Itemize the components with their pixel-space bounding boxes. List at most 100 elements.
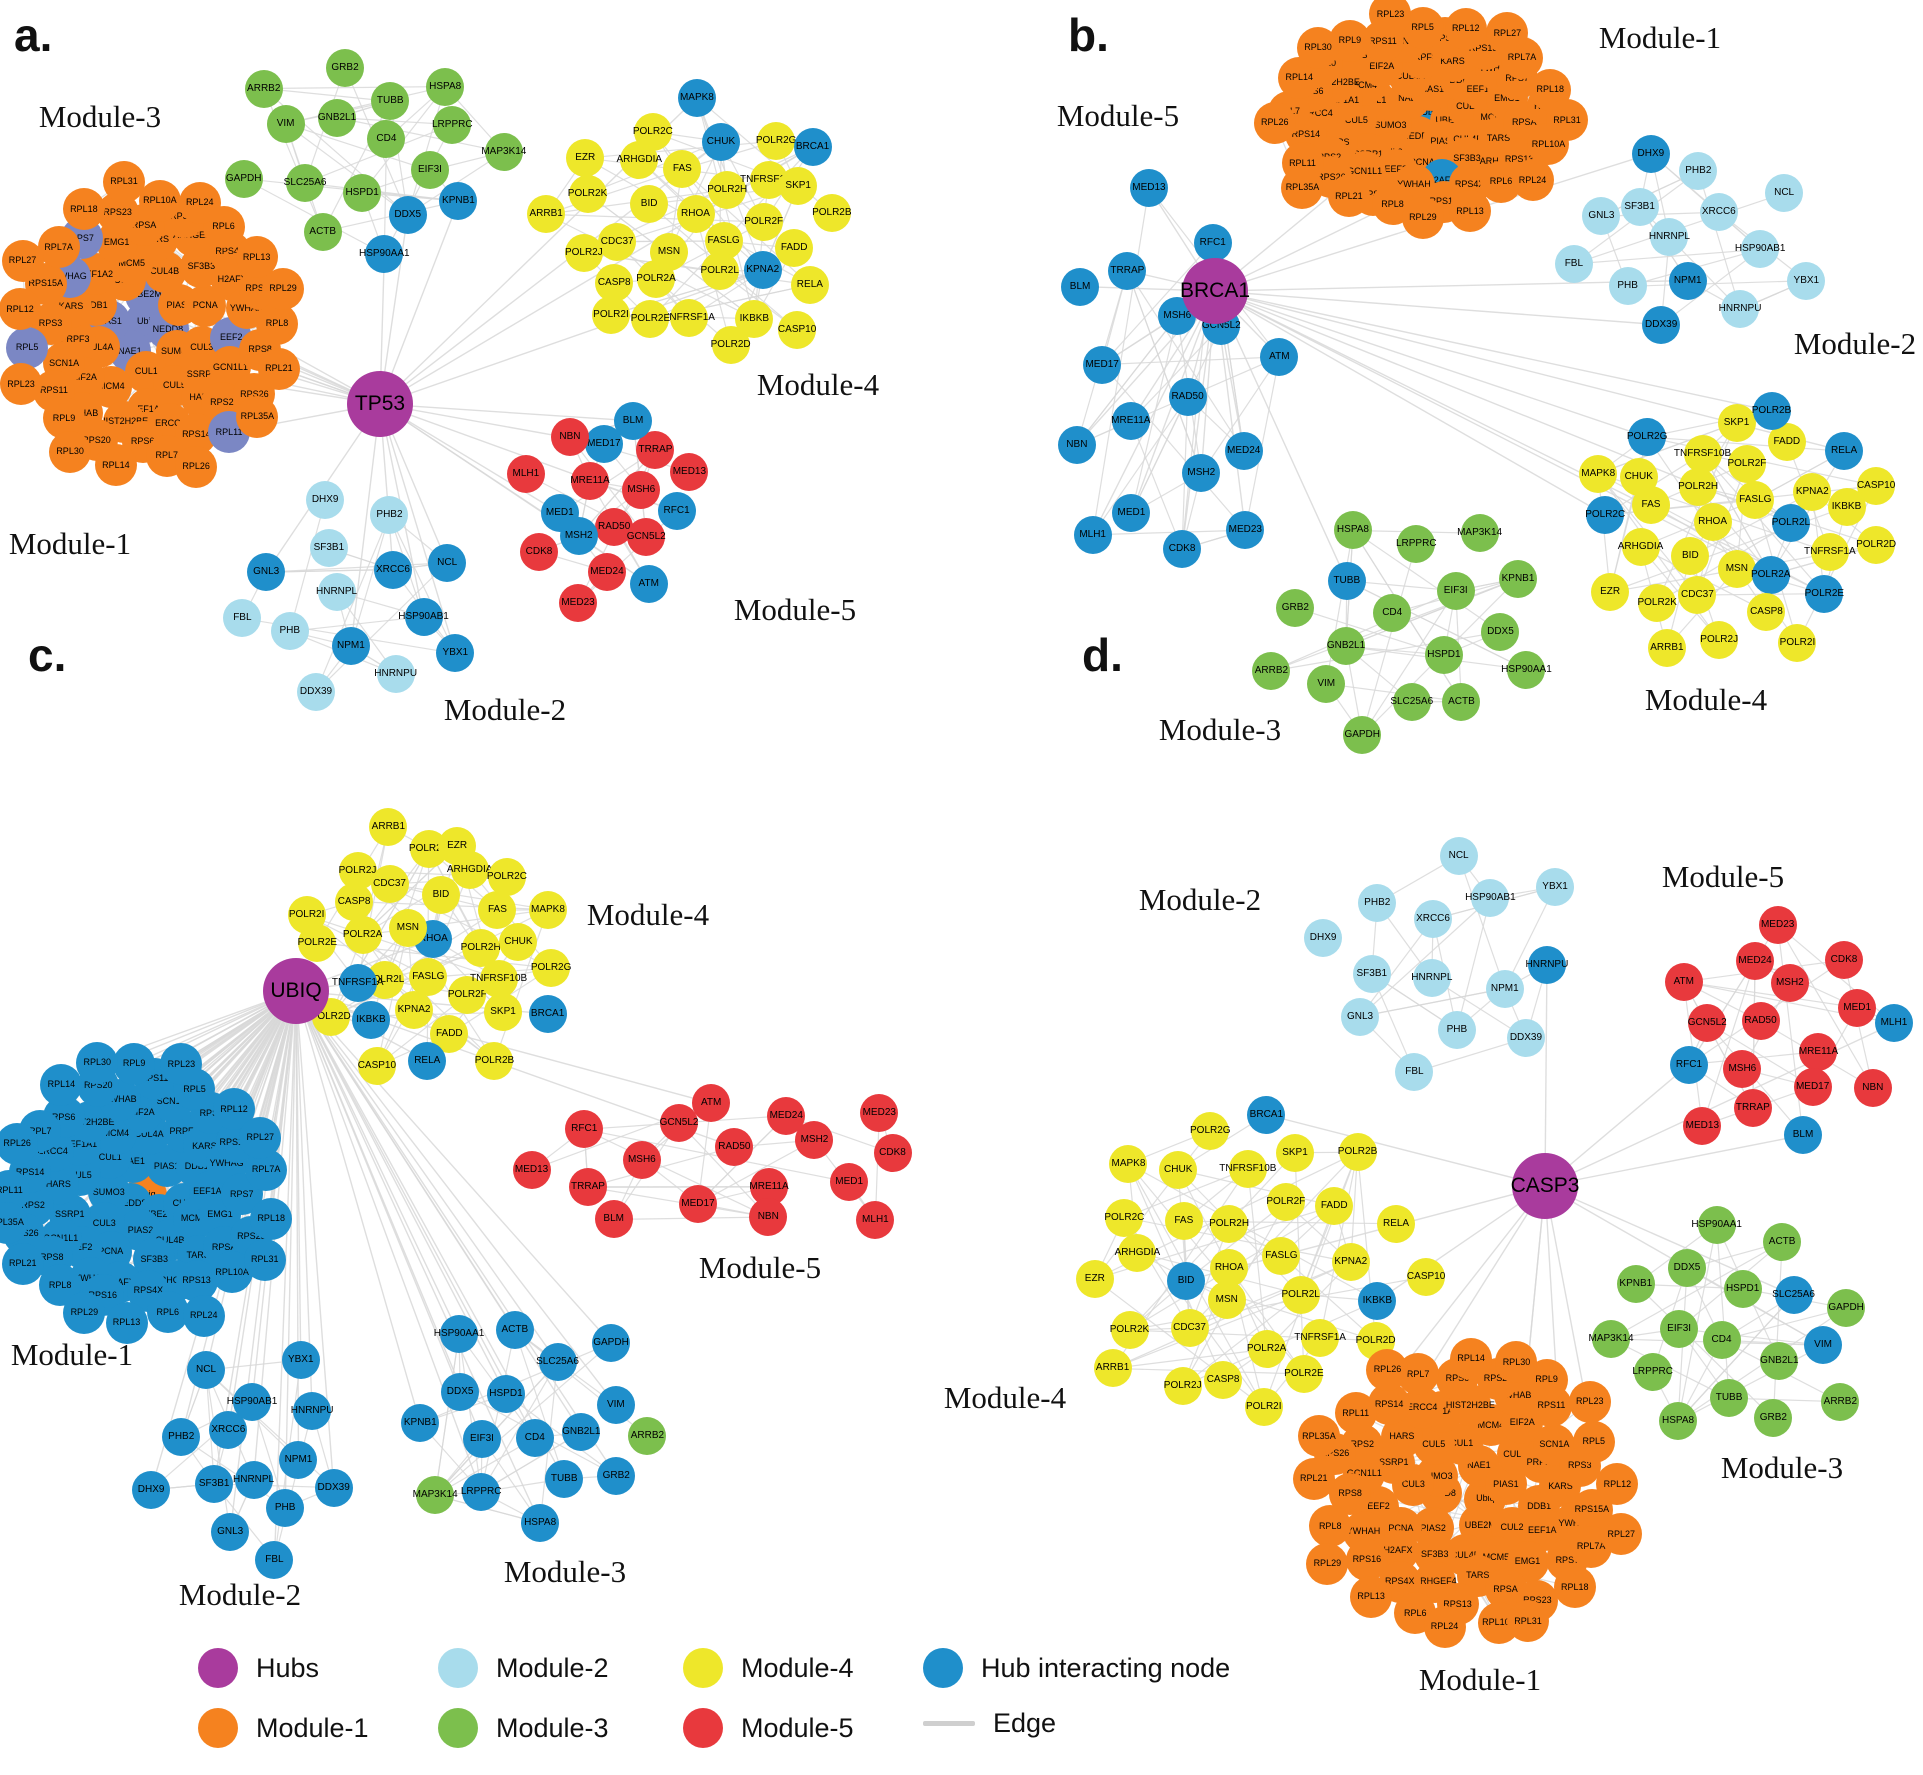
node-polr2c[interactable]: POLR2C — [487, 858, 527, 897]
node-polr2i[interactable]: POLR2I — [287, 896, 326, 935]
node-chuk[interactable]: CHUK — [499, 922, 538, 961]
node-rhoa[interactable]: RHOA — [1693, 503, 1732, 542]
node-arrb2[interactable]: ARRB2 — [244, 69, 283, 108]
node-nbn[interactable]: NBN — [749, 1198, 788, 1237]
node-lrpprc[interactable]: LRPPRC — [1396, 524, 1437, 563]
node-casp8[interactable]: CASP8 — [1204, 1360, 1243, 1399]
node-polr2j[interactable]: POLR2J — [564, 234, 603, 273]
node-ddx39[interactable]: DDX39 — [1642, 305, 1681, 344]
node-ezr[interactable]: EZR — [1591, 573, 1630, 612]
node-arrb1[interactable]: ARRB1 — [1647, 628, 1686, 667]
node-gnl3[interactable]: GNL3 — [1341, 997, 1380, 1036]
node-hnrnpl[interactable]: HNRNPL — [316, 572, 357, 611]
node-ikbkb[interactable]: IKBKB — [351, 1000, 390, 1039]
node-rpl18[interactable]: RPL18 — [1553, 1566, 1596, 1609]
node-sf3b1[interactable]: SF3B1 — [1352, 954, 1391, 993]
node-tnfrsf10b[interactable]: TNFRSF10B — [470, 959, 527, 998]
node-casp10[interactable]: CASP10 — [778, 311, 816, 350]
node-rpl30[interactable]: RPL30 — [76, 1041, 119, 1084]
node-polr2j[interactable]: POLR2J — [1700, 621, 1739, 660]
node-arrb2[interactable]: ARRB2 — [1821, 1382, 1860, 1421]
node-skp1[interactable]: SKP1 — [1717, 403, 1756, 442]
node-ddx39[interactable]: DDX39 — [1506, 1019, 1545, 1058]
node-eif3i[interactable]: EIF3I — [1436, 571, 1475, 610]
node-gnl3[interactable]: GNL3 — [1582, 197, 1621, 236]
node-hsp90aa1[interactable]: HSP90AA1 — [1691, 1205, 1742, 1244]
node-bid[interactable]: BID — [1167, 1261, 1206, 1300]
node-skp1[interactable]: SKP1 — [484, 993, 523, 1032]
node-cdk8[interactable]: CDK8 — [520, 532, 558, 571]
node-ddx39[interactable]: DDX39 — [314, 1468, 353, 1507]
node-rpl26[interactable]: RPL26 — [0, 1122, 39, 1165]
node-arrb1[interactable]: ARRB1 — [369, 807, 408, 846]
node-mre11a[interactable]: MRE11A — [570, 461, 610, 500]
node-xrcc6[interactable]: XRCC6 — [1414, 900, 1453, 939]
node-rpl27[interactable]: RPL27 — [1, 239, 44, 282]
node-rpl24[interactable]: RPL24 — [178, 181, 221, 224]
node-rpl14[interactable]: RPL14 — [40, 1063, 83, 1106]
node-faslg[interactable]: FASLG — [1736, 481, 1775, 520]
node-arhgdia[interactable]: ARHGDIA — [1115, 1233, 1160, 1272]
node-arhgdia[interactable]: ARHGDIA — [1618, 528, 1663, 567]
node-polr2j[interactable]: POLR2J — [338, 851, 377, 890]
node-rpl31[interactable]: RPL31 — [1507, 1600, 1550, 1643]
node-kpna2[interactable]: KPNA2 — [1331, 1243, 1370, 1282]
node-vim[interactable]: VIM — [596, 1385, 635, 1424]
node-kpnb1[interactable]: KPNB1 — [439, 182, 478, 221]
node-tubb[interactable]: TUBB — [371, 82, 410, 121]
node-polr2f[interactable]: POLR2F — [744, 203, 783, 242]
hub-node-brca1[interactable]: BRCA1 — [1180, 258, 1250, 324]
node-rpl27[interactable]: RPL27 — [1600, 1513, 1643, 1556]
node-mlh1[interactable]: MLH1 — [1874, 1004, 1913, 1043]
node-polr2l[interactable]: POLR2L — [1772, 503, 1810, 542]
node-msh2[interactable]: MSH2 — [1770, 963, 1809, 1002]
node-mlh1[interactable]: MLH1 — [856, 1200, 895, 1239]
hub-node-casp3[interactable]: CASP3 — [1511, 1153, 1579, 1219]
node-npm1[interactable]: NPM1 — [331, 627, 370, 666]
node-dhx9[interactable]: DHX9 — [132, 1470, 171, 1509]
node-gapdh[interactable]: GAPDH — [224, 159, 263, 198]
node-kpna2[interactable]: KPNA2 — [1793, 473, 1832, 512]
node-sf3b1[interactable]: SF3B1 — [195, 1464, 234, 1503]
node-rpl6[interactable]: RPL6 — [146, 1291, 189, 1334]
node-polr2e[interactable]: POLR2E — [1284, 1354, 1324, 1393]
node-fbl[interactable]: FBL — [255, 1540, 294, 1579]
node-hspd1[interactable]: HSPD1 — [1424, 635, 1463, 674]
node-bid[interactable]: BID — [1671, 537, 1710, 576]
node-med23[interactable]: MED23 — [1226, 511, 1265, 550]
node-lrpprc[interactable]: LRPPRC — [461, 1472, 501, 1511]
node-polr2c[interactable]: POLR2C — [1585, 495, 1625, 534]
node-eif3i[interactable]: EIF3I — [1660, 1309, 1699, 1348]
node-cd4[interactable]: CD4 — [367, 120, 406, 159]
node-mlh1[interactable]: MLH1 — [506, 455, 545, 494]
node-rpl18[interactable]: RPL18 — [62, 188, 105, 231]
node-gcn5l2[interactable]: GCN5L2 — [1688, 1003, 1727, 1042]
node-vim[interactable]: VIM — [266, 104, 305, 143]
node-sf3b1[interactable]: SF3B1 — [309, 529, 348, 568]
node-polr2g[interactable]: POLR2G — [1190, 1111, 1231, 1150]
node-atm[interactable]: ATM — [692, 1084, 731, 1123]
node-hsp90ab1[interactable]: HSP90AB1 — [398, 597, 449, 636]
node-bid[interactable]: BID — [630, 185, 669, 224]
node-mapk8[interactable]: MAPK8 — [528, 890, 567, 929]
node-polr2d[interactable]: POLR2D — [711, 325, 751, 364]
node-ezr[interactable]: EZR — [566, 139, 605, 178]
node-fas[interactable]: FAS — [663, 150, 702, 189]
node-rad50[interactable]: RAD50 — [595, 507, 634, 546]
node-rpl21[interactable]: RPL21 — [257, 347, 300, 390]
node-polr2i[interactable]: POLR2I — [1778, 623, 1817, 662]
node-brca1[interactable]: BRCA1 — [1247, 1095, 1286, 1134]
node-rad50[interactable]: RAD50 — [1741, 1002, 1780, 1041]
node-rad50[interactable]: RAD50 — [715, 1128, 754, 1167]
node-atm[interactable]: ATM — [1260, 337, 1299, 376]
node-slc25a6[interactable]: SLC25A6 — [1772, 1276, 1815, 1315]
node-trrap[interactable]: TRRAP — [636, 431, 675, 470]
node-msn[interactable]: MSN — [1717, 549, 1756, 588]
node-chuk[interactable]: CHUK — [1159, 1150, 1198, 1189]
node-hnrnpl[interactable]: HNRNPL — [233, 1461, 274, 1500]
node-rpl18[interactable]: RPL18 — [250, 1197, 293, 1240]
node-casp8[interactable]: CASP8 — [335, 882, 374, 921]
node-polr2k[interactable]: POLR2K — [1637, 583, 1677, 622]
node-phb2[interactable]: PHB2 — [162, 1418, 201, 1457]
node-hspd1[interactable]: HSPD1 — [1723, 1269, 1762, 1308]
